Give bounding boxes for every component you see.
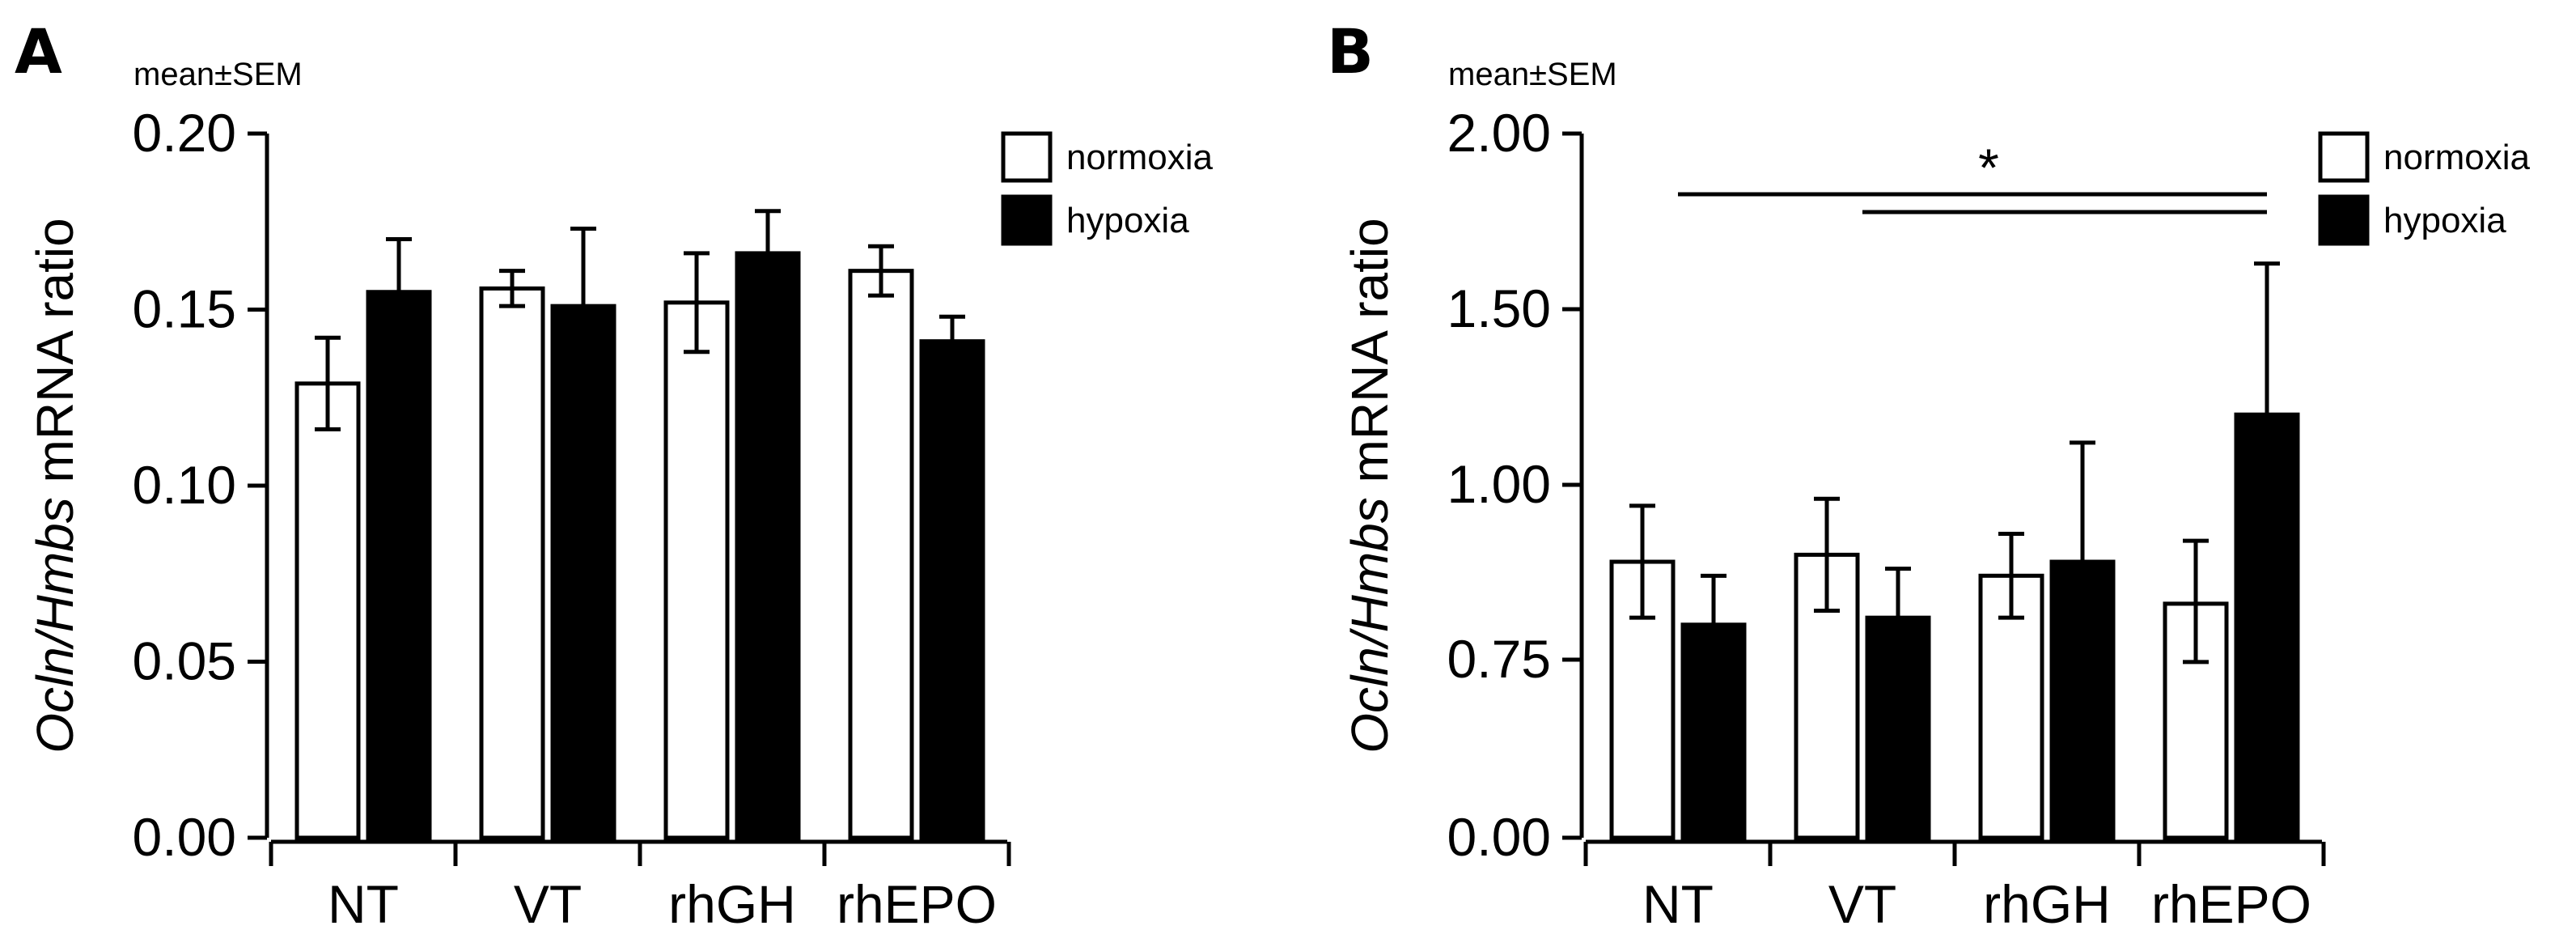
y-label-gene: Ocln/Hmbs xyxy=(1341,497,1399,754)
panel-letter: A xyxy=(15,15,62,87)
y-tick-label: 0.15 xyxy=(133,279,236,339)
bar-hypoxia-rhGH xyxy=(735,251,801,840)
x-category-label: NT xyxy=(328,874,399,934)
y-axis-label: Ocln/Hmbs mRNA ratio xyxy=(26,218,84,753)
y-tick-label: 1.50 xyxy=(1447,278,1551,338)
y-label-gene: Ocln/Hmbs xyxy=(26,497,84,754)
y-tick-label: 2.00 xyxy=(1447,103,1551,163)
bar-normoxia-rhGH xyxy=(663,300,730,840)
bar-normoxia-rhEPO xyxy=(848,269,914,840)
y-tick-label: 0.00 xyxy=(1447,807,1551,867)
legend-swatch-hypoxia xyxy=(2318,194,2370,246)
bar-hypoxia-VT xyxy=(1865,615,1931,840)
y-axis-label: Ocln/Hmbs mRNA ratio xyxy=(1341,218,1399,753)
bar-hypoxia-VT xyxy=(550,304,616,840)
legend-swatch-normoxia xyxy=(2318,131,2370,183)
y-label-tail: mRNA ratio xyxy=(1341,218,1399,497)
bar-hypoxia-NT xyxy=(1680,622,1747,840)
bar-hypoxia-rhEPO xyxy=(2234,412,2300,840)
y-label-tail: mRNA ratio xyxy=(26,218,84,497)
panel-letter: B xyxy=(1327,15,1374,87)
x-category-label: rhGH xyxy=(668,874,796,934)
x-category-label: VT xyxy=(1828,874,1896,934)
y-tick-label: 0.75 xyxy=(1447,629,1551,689)
y-tick-label: 0.10 xyxy=(133,455,236,515)
x-category-label: NT xyxy=(1642,874,1714,934)
x-category-label: VT xyxy=(514,874,582,934)
legend-label-hypoxia: hypoxia xyxy=(2383,201,2506,240)
bar-hypoxia-rhEPO xyxy=(919,339,985,840)
y-tick-label: 0.00 xyxy=(133,807,236,867)
legend-swatch-hypoxia xyxy=(1001,194,1053,246)
legend-swatch-normoxia xyxy=(1001,131,1053,183)
legend-label-normoxia: normoxia xyxy=(1066,138,1213,177)
bar-normoxia-VT xyxy=(479,286,545,840)
bar-hypoxia-NT xyxy=(366,290,432,840)
legend-label-normoxia: normoxia xyxy=(2383,138,2530,177)
bar-normoxia-NT xyxy=(294,381,361,840)
bar-hypoxia-rhGH xyxy=(2049,559,2116,840)
x-category-label: rhGH xyxy=(1983,874,2111,934)
stat-note: mean±SEM xyxy=(1448,57,1617,92)
y-tick-label: 0.05 xyxy=(133,631,236,691)
y-tick-label: 0.20 xyxy=(133,103,236,163)
x-category-label: rhEPO xyxy=(2151,874,2311,934)
significance-marker: * xyxy=(1978,138,1999,197)
x-category-label: rhEPO xyxy=(837,874,997,934)
stat-note: mean±SEM xyxy=(133,57,303,92)
legend-label-hypoxia: hypoxia xyxy=(1066,201,1189,240)
y-tick-label: 1.00 xyxy=(1447,454,1551,514)
